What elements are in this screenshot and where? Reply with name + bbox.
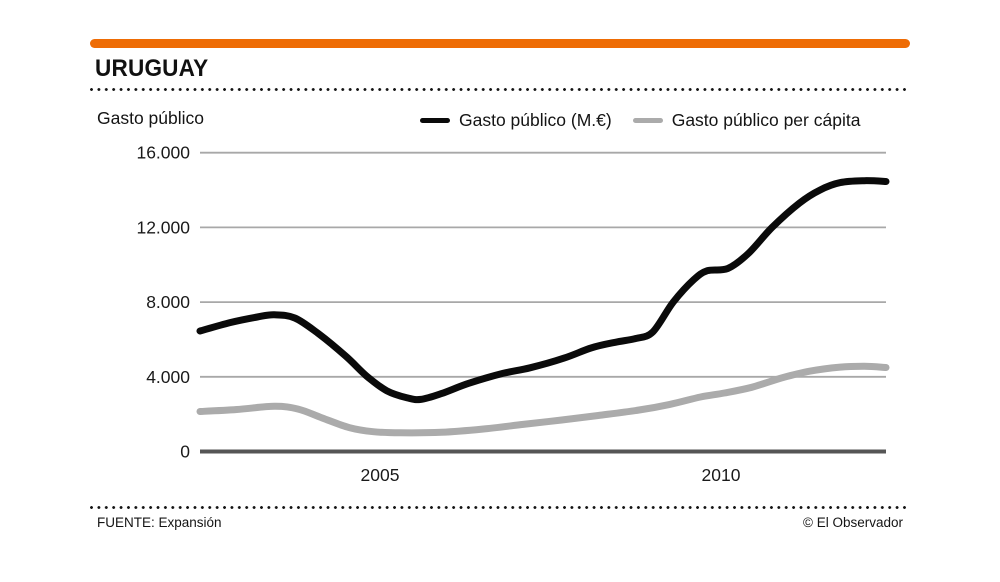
y-tick-label: 0 [180, 442, 190, 462]
header-divider [90, 88, 906, 91]
y-tick-label: 4.000 [146, 367, 190, 387]
publisher-credit: © El Observador [803, 515, 903, 530]
source-credit: FUENTE: Expansión [97, 515, 222, 530]
series-line-gasto-publico [196, 177, 890, 404]
legend-line-swatch-black [420, 117, 450, 124]
legend-label-gasto-publico: Gasto público (M.€) [459, 110, 612, 130]
x-tick-label: 2010 [702, 465, 741, 485]
legend-item-gasto-publico: Gasto público (M.€) [420, 110, 612, 131]
footer-divider [90, 506, 906, 509]
legend: Gasto público (M.€) Gasto público per cá… [420, 110, 860, 131]
y-tick-label: 8.000 [146, 292, 190, 312]
y-axis-title: Gasto público [97, 108, 205, 128]
page-title: URUGUAY [95, 55, 209, 82]
legend-label-per-capita: Gasto público per cápita [671, 110, 861, 130]
x-tick-label: 2005 [361, 465, 400, 485]
legend-line-swatch-gray [632, 117, 663, 124]
y-tick-label: 16.000 [136, 143, 190, 163]
legend-item-per-capita: Gasto público per cápita [632, 110, 861, 131]
accent-bar [90, 39, 910, 48]
y-tick-label: 12.000 [136, 217, 190, 237]
series-line-per-capita [196, 362, 890, 437]
